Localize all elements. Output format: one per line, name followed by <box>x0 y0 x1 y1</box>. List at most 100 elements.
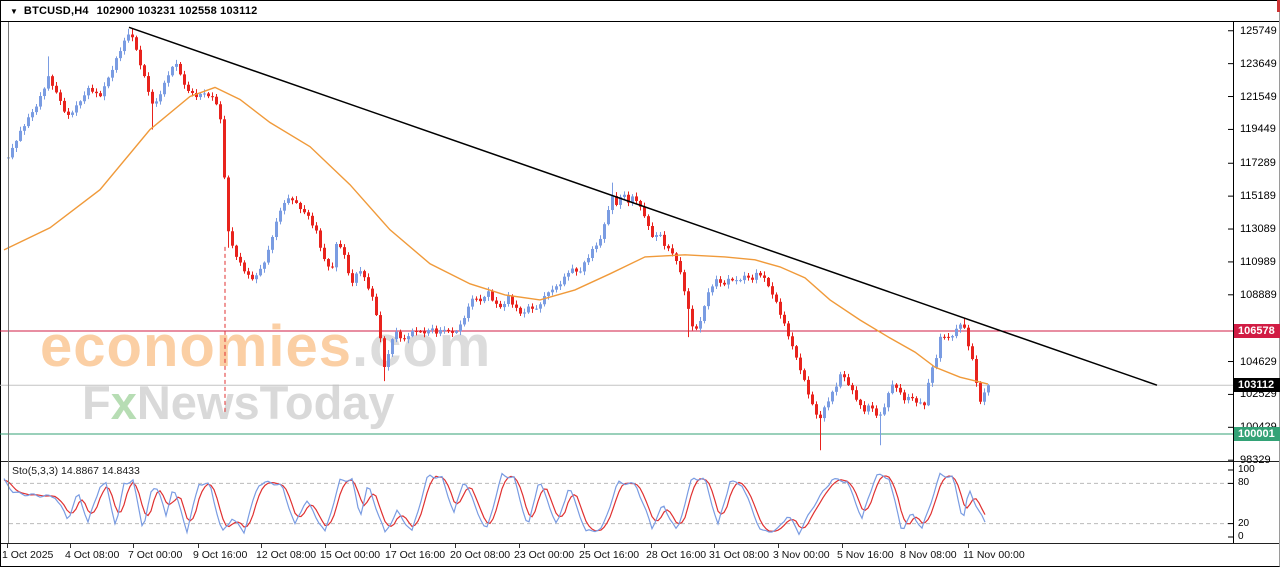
candle-body <box>679 260 682 273</box>
candle-body <box>287 198 290 203</box>
price-badge-support-level: 100001 <box>1234 427 1280 441</box>
candle-body <box>183 74 186 85</box>
candle-body <box>567 272 570 277</box>
candle-body <box>635 196 638 201</box>
candle-body <box>747 275 750 278</box>
stochastic-label: Sto(5,3,3) 14.8867 14.8433 <box>12 465 140 477</box>
candle-body <box>879 414 882 416</box>
candle-body <box>555 286 558 290</box>
candle-body <box>911 396 914 399</box>
candle-body <box>751 277 754 280</box>
candle-body <box>343 247 346 255</box>
candle-body <box>887 393 890 408</box>
date-axis-label: 5 Nov 16:00 <box>837 549 894 561</box>
candle-body <box>239 256 242 263</box>
candle-body <box>175 63 178 67</box>
candle-body <box>803 370 806 380</box>
price-badge-current-price: 103112 <box>1234 378 1280 393</box>
candle-body <box>203 93 206 95</box>
candle-body <box>87 87 90 96</box>
candle-body <box>83 95 86 102</box>
candle-body <box>55 85 58 93</box>
date-axis-label: 7 Oct 00:00 <box>128 549 183 561</box>
candle-body <box>827 401 830 408</box>
candle-body <box>463 318 466 325</box>
candle-body <box>987 385 990 393</box>
candle-body <box>571 268 574 273</box>
candle-body <box>483 296 486 302</box>
candle-body <box>119 51 122 59</box>
candle-body <box>931 367 934 383</box>
candle-body <box>871 405 874 409</box>
candle-body <box>107 77 110 87</box>
candle-body <box>351 273 354 283</box>
date-axis[interactable]: 1 Oct 2025 4 Oct 08:00 7 Oct 00:00 9 Oct 16… <box>1 544 1279 566</box>
candle-body <box>423 331 426 334</box>
ohlc-readout: 102900 103231 102558 103112 <box>96 5 258 17</box>
chart-title-bar: ▼ BTCUSD,H4 102900 103231 102558 103112 <box>1 1 1279 22</box>
candle-body <box>23 126 26 131</box>
date-axis-tick <box>198 544 199 548</box>
candle-body <box>11 147 14 158</box>
candle-body <box>195 92 198 98</box>
candle-body <box>811 394 814 405</box>
symbol-dropdown-icon[interactable]: ▼ <box>10 6 18 16</box>
candle-body <box>51 76 54 86</box>
candle-body <box>623 194 626 197</box>
candle-body <box>707 292 710 307</box>
candle-body <box>103 86 106 97</box>
date-axis-label: 23 Oct 00:00 <box>514 549 575 561</box>
candle-body <box>67 111 70 115</box>
candle-body <box>439 329 442 334</box>
symbol-timeframe-label: BTCUSD,H4 <box>23 5 89 17</box>
candle-body <box>447 329 450 332</box>
stochastic-signal-line[interactable] <box>3 475 986 532</box>
candle-body <box>151 91 154 104</box>
candle-body <box>279 210 282 222</box>
candle-body <box>271 237 274 250</box>
candle-body <box>527 306 530 313</box>
main-chart-canvas[interactable] <box>0 22 1233 461</box>
candle-body <box>719 279 722 283</box>
stochastic-panel-canvas[interactable] <box>0 463 1233 543</box>
candle-body <box>231 231 234 246</box>
candle-body <box>219 104 222 120</box>
price-axis-label: 123649 <box>1240 57 1277 70</box>
candle-body <box>331 266 334 268</box>
candle-body <box>595 245 598 249</box>
candle-body <box>891 384 894 394</box>
candle-body <box>659 234 662 236</box>
candle-body <box>131 34 134 38</box>
candle-body <box>943 336 946 338</box>
candle-body <box>359 271 362 274</box>
moving-average-line[interactable] <box>3 86 989 385</box>
candle-body <box>959 324 962 329</box>
candle-body <box>559 284 562 287</box>
candle-body <box>263 262 266 269</box>
candle-body <box>883 407 886 415</box>
candle-body <box>443 329 446 331</box>
candle-body <box>391 339 394 355</box>
candle-body <box>247 271 250 275</box>
candle-body <box>963 324 966 328</box>
candle-body <box>259 268 262 276</box>
candle-body <box>607 210 610 225</box>
candle-body <box>367 277 370 289</box>
watermark-x: x <box>110 376 137 429</box>
price-axis-label: 110989 <box>1240 255 1276 268</box>
date-axis-label: 17 Oct 16:00 <box>385 549 446 561</box>
candle-body <box>415 330 418 332</box>
date-axis-tick <box>905 544 906 548</box>
candle-body <box>199 93 202 98</box>
date-axis-label: 9 Oct 16:00 <box>193 549 248 561</box>
stochastic-main-line[interactable] <box>3 472 986 536</box>
candle-body <box>323 247 326 260</box>
date-axis-tick <box>968 544 969 548</box>
candle-body <box>99 93 102 97</box>
candle-body <box>703 306 706 321</box>
candle-body <box>807 379 810 395</box>
candle-body <box>383 338 386 367</box>
candle-body <box>787 323 790 337</box>
panel-separator-top[interactable] <box>1 461 1279 462</box>
descending-trendline[interactable] <box>128 26 1158 386</box>
